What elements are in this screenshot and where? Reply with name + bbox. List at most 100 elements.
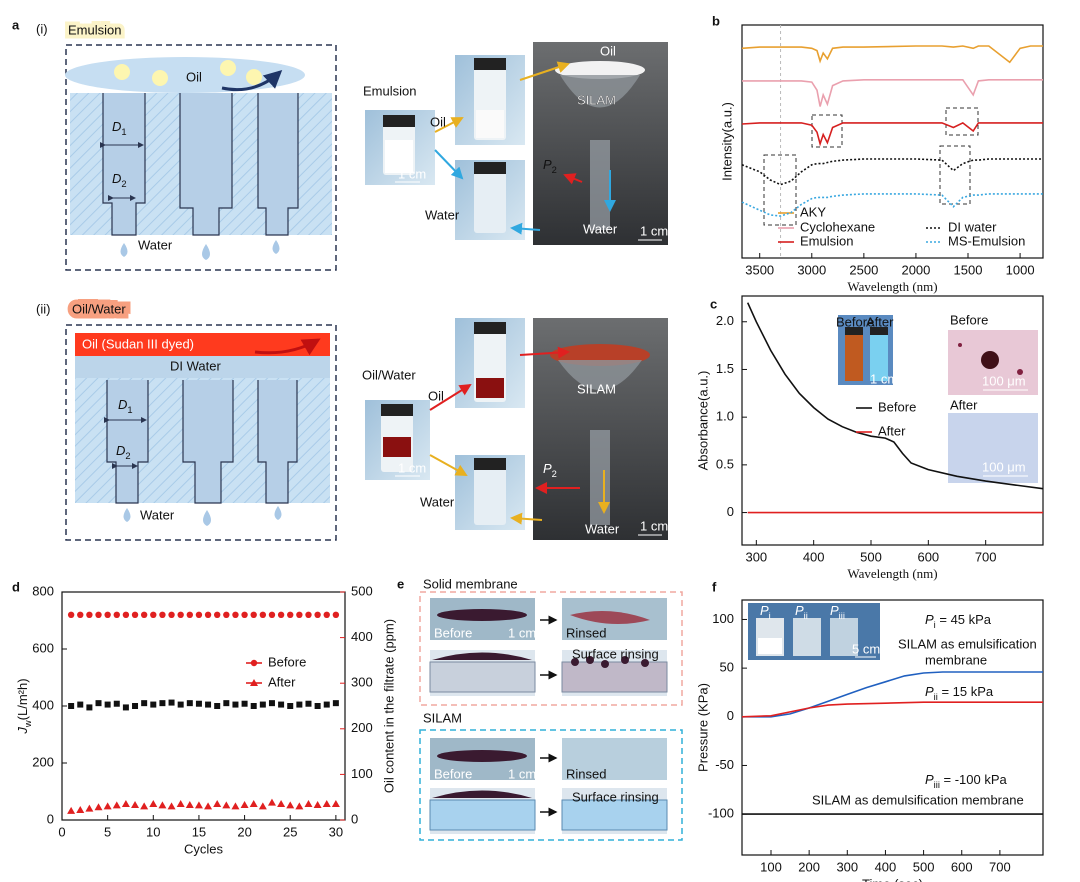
diagram-label: D1 bbox=[118, 397, 133, 415]
annotation: After bbox=[866, 314, 894, 329]
y2-tick-label: 400 bbox=[351, 629, 373, 644]
y2-tick-label: 500 bbox=[351, 583, 373, 598]
point bbox=[113, 700, 120, 707]
point bbox=[268, 611, 276, 618]
diagram-label: SILAM bbox=[577, 92, 616, 107]
point bbox=[267, 798, 276, 806]
annotation: 1 cm bbox=[870, 371, 898, 386]
diagram-label: Oil bbox=[428, 388, 444, 403]
point bbox=[258, 802, 267, 810]
point bbox=[158, 801, 167, 809]
point bbox=[141, 700, 148, 707]
point bbox=[195, 611, 203, 618]
plot-frame bbox=[741, 24, 1044, 259]
y2-axis-label: Oil content in the filtrate (ppm) bbox=[381, 619, 396, 793]
point bbox=[121, 800, 130, 808]
y-tick-label: 0.5 bbox=[716, 456, 734, 471]
diagram-label: Before bbox=[434, 766, 472, 781]
diagram-label: SILAM bbox=[577, 381, 616, 396]
point bbox=[322, 800, 331, 808]
diagram-label-part: 1 bbox=[121, 127, 126, 137]
diagram-label: Surface rinsing bbox=[572, 646, 659, 661]
annotation-part: P bbox=[925, 612, 934, 627]
y2-tick-label: 200 bbox=[351, 720, 373, 735]
panel-a-ii-diagram bbox=[65, 324, 337, 541]
y-tick-label: 1.5 bbox=[716, 361, 734, 376]
diagram-label: Rinsed bbox=[566, 766, 606, 781]
point bbox=[131, 800, 140, 808]
point bbox=[168, 611, 175, 618]
x-tick-label: 10 bbox=[146, 824, 160, 839]
diagram-label: SILAM bbox=[423, 710, 462, 725]
annotation: Before bbox=[950, 312, 988, 327]
point bbox=[314, 611, 321, 618]
diagram-label-part: D bbox=[116, 443, 125, 458]
point bbox=[167, 802, 176, 810]
diagram-label: (ii) bbox=[36, 301, 50, 316]
point bbox=[177, 701, 184, 708]
point bbox=[103, 802, 112, 810]
diagram-label: a bbox=[12, 17, 20, 32]
diagram-label: 1 cm bbox=[398, 460, 426, 475]
legend-label: Before bbox=[268, 654, 306, 669]
diagram-label: Oil (Sudan III dyed) bbox=[82, 336, 194, 351]
panel-e-diagram bbox=[419, 591, 683, 841]
point bbox=[77, 701, 84, 708]
series-line bbox=[742, 671, 1043, 718]
y-axis-label-part: (L/m²h) bbox=[15, 678, 30, 720]
point bbox=[323, 701, 330, 708]
diagram-label: (i) bbox=[36, 21, 48, 36]
diagram-label-part: D bbox=[118, 397, 127, 412]
point bbox=[68, 703, 75, 709]
point bbox=[76, 805, 85, 813]
x-axis-label: Wavelength (nm) bbox=[847, 279, 937, 294]
panel-label: d bbox=[12, 579, 20, 594]
annotation-part: P bbox=[925, 684, 934, 699]
point bbox=[86, 611, 93, 618]
x-tick-label: 15 bbox=[192, 824, 206, 839]
x-tick-label: 600 bbox=[917, 549, 939, 564]
y-tick-label: 100 bbox=[712, 611, 734, 626]
point bbox=[132, 703, 139, 709]
x-tick-label: 5 bbox=[104, 824, 111, 839]
point bbox=[159, 611, 166, 618]
legend-label: MS-Emulsion bbox=[948, 233, 1025, 248]
point bbox=[296, 611, 303, 618]
point bbox=[240, 800, 249, 808]
point bbox=[113, 611, 120, 618]
panel-f-inset bbox=[748, 603, 880, 660]
point bbox=[277, 611, 285, 618]
diagram-label: D1 bbox=[112, 119, 127, 137]
point bbox=[286, 801, 295, 809]
diagram-label: Oil/Water bbox=[362, 367, 416, 382]
x-tick-label: 3000 bbox=[797, 262, 826, 277]
point bbox=[287, 611, 294, 618]
y-tick-label: 2.0 bbox=[716, 313, 734, 328]
point bbox=[313, 800, 322, 808]
annotation: Pi bbox=[760, 603, 771, 621]
annotation-part: P bbox=[795, 603, 804, 618]
legend-label: Before bbox=[878, 399, 916, 414]
annotation: 100 μm bbox=[982, 373, 1026, 388]
point bbox=[131, 611, 139, 618]
point bbox=[250, 611, 257, 618]
y-tick-label: 1.0 bbox=[716, 409, 734, 424]
x-tick-label: 0 bbox=[58, 824, 65, 839]
annotation-part: i bbox=[769, 611, 771, 621]
diagram-label: Emulsion bbox=[68, 22, 121, 37]
diagram-label: 1 cm bbox=[398, 166, 426, 181]
annotation: Pii = 15 kPa bbox=[925, 684, 994, 702]
diagram-label: Water bbox=[420, 494, 455, 509]
point bbox=[186, 700, 193, 707]
y-tick-label: 600 bbox=[32, 640, 54, 655]
plot-frame bbox=[61, 591, 346, 821]
annotation: Pii bbox=[795, 603, 808, 621]
y-axis-label-part: J bbox=[15, 727, 30, 735]
diagram-label-part: 2 bbox=[121, 179, 126, 189]
point bbox=[140, 611, 148, 618]
diagram-label-part: D bbox=[112, 119, 121, 134]
series-line bbox=[741, 193, 1043, 217]
point bbox=[186, 611, 194, 618]
point bbox=[140, 802, 149, 810]
